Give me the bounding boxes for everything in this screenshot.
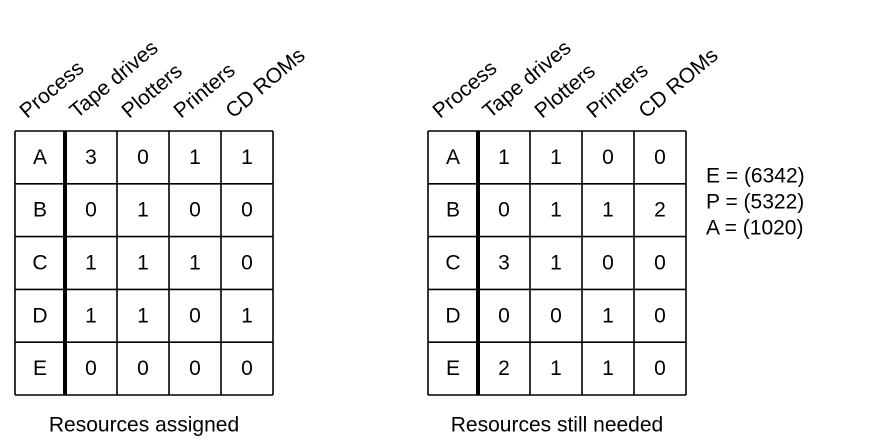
cell-value: 0 bbox=[602, 146, 614, 169]
process-label: C bbox=[32, 252, 47, 275]
cell-value: 1 bbox=[498, 146, 510, 169]
cell-value: 1 bbox=[137, 304, 149, 327]
process-label: C bbox=[445, 252, 460, 275]
cell-value: 1 bbox=[241, 304, 253, 327]
cell-value: 0 bbox=[550, 304, 562, 327]
cell-value: 1 bbox=[241, 146, 253, 169]
cell-value: 2 bbox=[654, 199, 666, 222]
cell-value: 1 bbox=[137, 199, 149, 222]
cell-value: 1 bbox=[602, 357, 614, 380]
cell-value: 1 bbox=[550, 357, 562, 380]
cell-value: 0 bbox=[189, 199, 201, 222]
column-header: CD ROMs bbox=[634, 44, 722, 123]
process-label: A bbox=[446, 146, 460, 169]
cell-value: 0 bbox=[498, 304, 510, 327]
cell-value: 0 bbox=[189, 304, 201, 327]
cell-value: 0 bbox=[654, 304, 666, 327]
cell-value: 0 bbox=[241, 357, 253, 380]
process-label: D bbox=[445, 304, 460, 327]
cell-value: 0 bbox=[137, 146, 149, 169]
cell-value: 0 bbox=[498, 199, 510, 222]
cell-value: 1 bbox=[189, 146, 201, 169]
process-label: B bbox=[33, 199, 47, 222]
cell-value: 0 bbox=[85, 357, 97, 380]
process-label: E bbox=[33, 357, 47, 380]
cell-value: 1 bbox=[550, 199, 562, 222]
cell-value: 1 bbox=[137, 252, 149, 275]
cell-value: 0 bbox=[241, 199, 253, 222]
cell-value: 0 bbox=[654, 357, 666, 380]
cell-value: 0 bbox=[654, 146, 666, 169]
cell-value: 1 bbox=[550, 146, 562, 169]
table-caption: Resources still needed bbox=[451, 414, 663, 437]
cell-value: 0 bbox=[241, 252, 253, 275]
cell-value: 1 bbox=[550, 252, 562, 275]
cell-value: 0 bbox=[602, 252, 614, 275]
cell-value: 1 bbox=[602, 304, 614, 327]
process-label: B bbox=[446, 199, 460, 222]
process-label: A bbox=[33, 146, 47, 169]
table-caption: Resources assigned bbox=[49, 414, 239, 437]
cell-value: 1 bbox=[602, 199, 614, 222]
cell-value: 3 bbox=[498, 252, 510, 275]
cell-value: 0 bbox=[189, 357, 201, 380]
resource-vector: E = (6342) bbox=[706, 165, 805, 188]
cell-value: 3 bbox=[85, 146, 97, 169]
process-label: D bbox=[32, 304, 47, 327]
column-header: CD ROMs bbox=[221, 44, 309, 123]
cell-value: 1 bbox=[189, 252, 201, 275]
cell-value: 0 bbox=[85, 199, 97, 222]
process-label: E bbox=[446, 357, 460, 380]
resource-vector: P = (5322) bbox=[706, 191, 804, 214]
cell-value: 1 bbox=[85, 252, 97, 275]
cell-value: 0 bbox=[137, 357, 149, 380]
resource-vector: A = (1020) bbox=[706, 217, 803, 240]
cell-value: 1 bbox=[85, 304, 97, 327]
cell-value: 0 bbox=[654, 252, 666, 275]
cell-value: 2 bbox=[498, 357, 510, 380]
